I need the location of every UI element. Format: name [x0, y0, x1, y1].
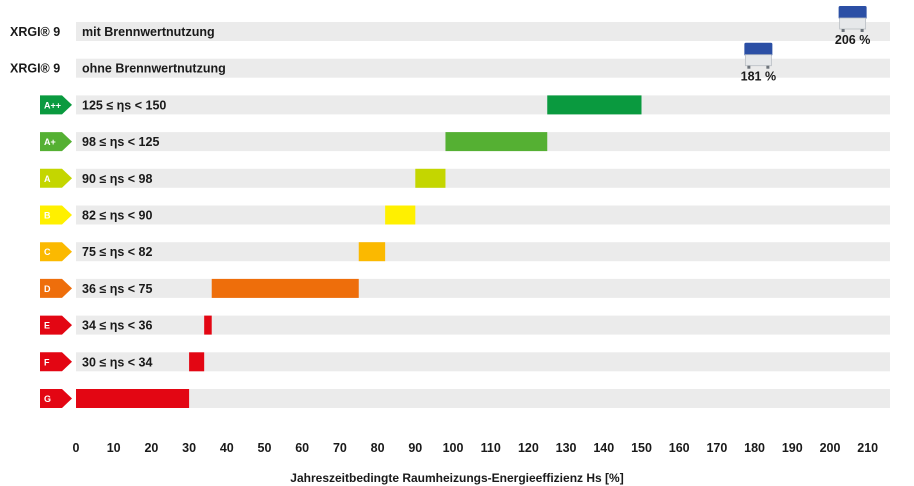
x-tick-label: 120 [518, 441, 539, 455]
x-tick-label: 150 [631, 441, 652, 455]
product-name: XRGI® 9 [10, 62, 60, 76]
class-row: E 34 ≤ ηs < 36 [40, 315, 890, 335]
row-background [76, 242, 890, 262]
x-tick-label: 190 [782, 441, 803, 455]
x-tick-label: 200 [820, 441, 841, 455]
class-badge-label: A++ [44, 100, 61, 110]
class-range-label: 75 ≤ ηs < 82 [82, 245, 152, 259]
class-bar [415, 168, 446, 188]
product-row: XRGI® 9 mit Brennwertnutzung 206 % [10, 6, 890, 47]
class-range-label: 30 ≤ ηs < 34 [82, 355, 152, 369]
class-badge-label: A [44, 174, 51, 184]
x-tick-label: 80 [371, 441, 385, 455]
class-bar [204, 315, 212, 335]
product-value-label: 206 % [835, 33, 870, 47]
class-row: G [40, 389, 890, 408]
x-tick-label: 160 [669, 441, 690, 455]
x-tick-label: 110 [481, 441, 501, 455]
class-row: A+ 98 ≤ ηs < 125 [40, 132, 890, 152]
product-row: XRGI® 9 ohne Brennwertnutzung 181 % [10, 42, 890, 84]
x-tick-label: 0 [73, 441, 80, 455]
x-tick-label: 50 [258, 441, 272, 455]
class-badge [40, 95, 72, 115]
class-bar [358, 242, 386, 262]
class-bar [445, 132, 548, 152]
row-background [76, 58, 890, 78]
class-bar [189, 352, 205, 372]
class-range-label: 36 ≤ ηs < 75 [82, 282, 152, 296]
x-tick-label: 140 [593, 441, 614, 455]
class-badge-label: B [44, 211, 51, 221]
product-name: XRGI® 9 [10, 25, 60, 39]
row-background [76, 95, 890, 115]
x-tick-label: 40 [220, 441, 234, 455]
class-badge-label: E [44, 321, 50, 331]
class-range-label: 82 ≤ ηs < 90 [82, 209, 152, 223]
class-row: A++ 125 ≤ ηs < 150 [40, 95, 890, 115]
x-tick-label: 100 [443, 441, 464, 455]
class-badge-label: A+ [44, 137, 56, 147]
x-tick-label: 180 [744, 441, 765, 455]
class-badge-label: G [44, 394, 51, 404]
class-bar [76, 389, 190, 408]
x-tick-label: 70 [333, 441, 347, 455]
class-range-label: 125 ≤ ηs < 150 [82, 98, 166, 112]
class-range-label: 90 ≤ ηs < 98 [82, 172, 152, 186]
class-badge-label: D [44, 284, 51, 294]
row-background [76, 278, 890, 298]
product-icon-foot [841, 29, 845, 32]
x-axis-ticks: 0 10 20 30 40 50 60 70 80 90 100 110 120 130 140 150 160… [73, 441, 879, 455]
product-label: ohne Brennwertnutzung [82, 62, 226, 76]
x-tick-label: 90 [408, 441, 422, 455]
x-tick-label: 60 [295, 441, 309, 455]
class-badge [40, 168, 72, 188]
class-row: C 75 ≤ ηs < 82 [40, 242, 890, 262]
x-tick-label: 130 [556, 441, 577, 455]
class-badge [40, 352, 72, 372]
class-badge-label: C [44, 247, 51, 257]
product-icon-body [744, 54, 772, 67]
x-tick-label: 10 [107, 441, 121, 455]
class-row: A 90 ≤ ηs < 98 [40, 168, 890, 188]
x-tick-label: 30 [182, 441, 196, 455]
class-range-label: 98 ≤ ηs < 125 [82, 135, 159, 149]
row-background [76, 168, 890, 188]
product-icon-foot [766, 65, 770, 69]
class-badge [40, 205, 72, 225]
class-badge-label: F [44, 357, 50, 367]
class-badge [40, 132, 72, 152]
class-row: D 36 ≤ ηs < 75 [40, 278, 890, 298]
product-icon-top [838, 6, 867, 19]
product-icon-foot [860, 29, 864, 32]
product-label: mit Brennwertnutzung [82, 25, 215, 39]
row-background [76, 22, 890, 41]
class-row: B 82 ≤ ηs < 90 [40, 205, 890, 225]
class-badge [40, 242, 72, 262]
product-icon-foot [747, 65, 751, 69]
class-range-label: 34 ≤ ηs < 36 [82, 319, 152, 333]
x-tick-label: 20 [144, 441, 158, 455]
class-bar [211, 278, 359, 298]
x-axis-title: Jahreszeitbedingte Raumheizungs-Energiee… [290, 471, 623, 485]
x-tick-label: 210 [857, 441, 878, 455]
product-icon-top [744, 42, 773, 56]
x-tick-label: 170 [706, 441, 727, 455]
row-background [76, 205, 890, 225]
row-background [76, 352, 890, 372]
row-background [76, 389, 890, 408]
product-icon-body [839, 17, 867, 30]
class-badge [40, 278, 72, 298]
class-bar [547, 95, 642, 115]
chart-rows: XRGI® 9 mit Brennwertnutzung 206 % XRGI® 9 o… [10, 6, 890, 408]
product-value-label: 181 % [741, 70, 776, 84]
class-row: F 30 ≤ ηs < 34 [40, 352, 890, 372]
row-background [76, 315, 890, 335]
class-badge [40, 389, 72, 408]
class-bar [385, 205, 416, 225]
class-badge [40, 315, 72, 335]
